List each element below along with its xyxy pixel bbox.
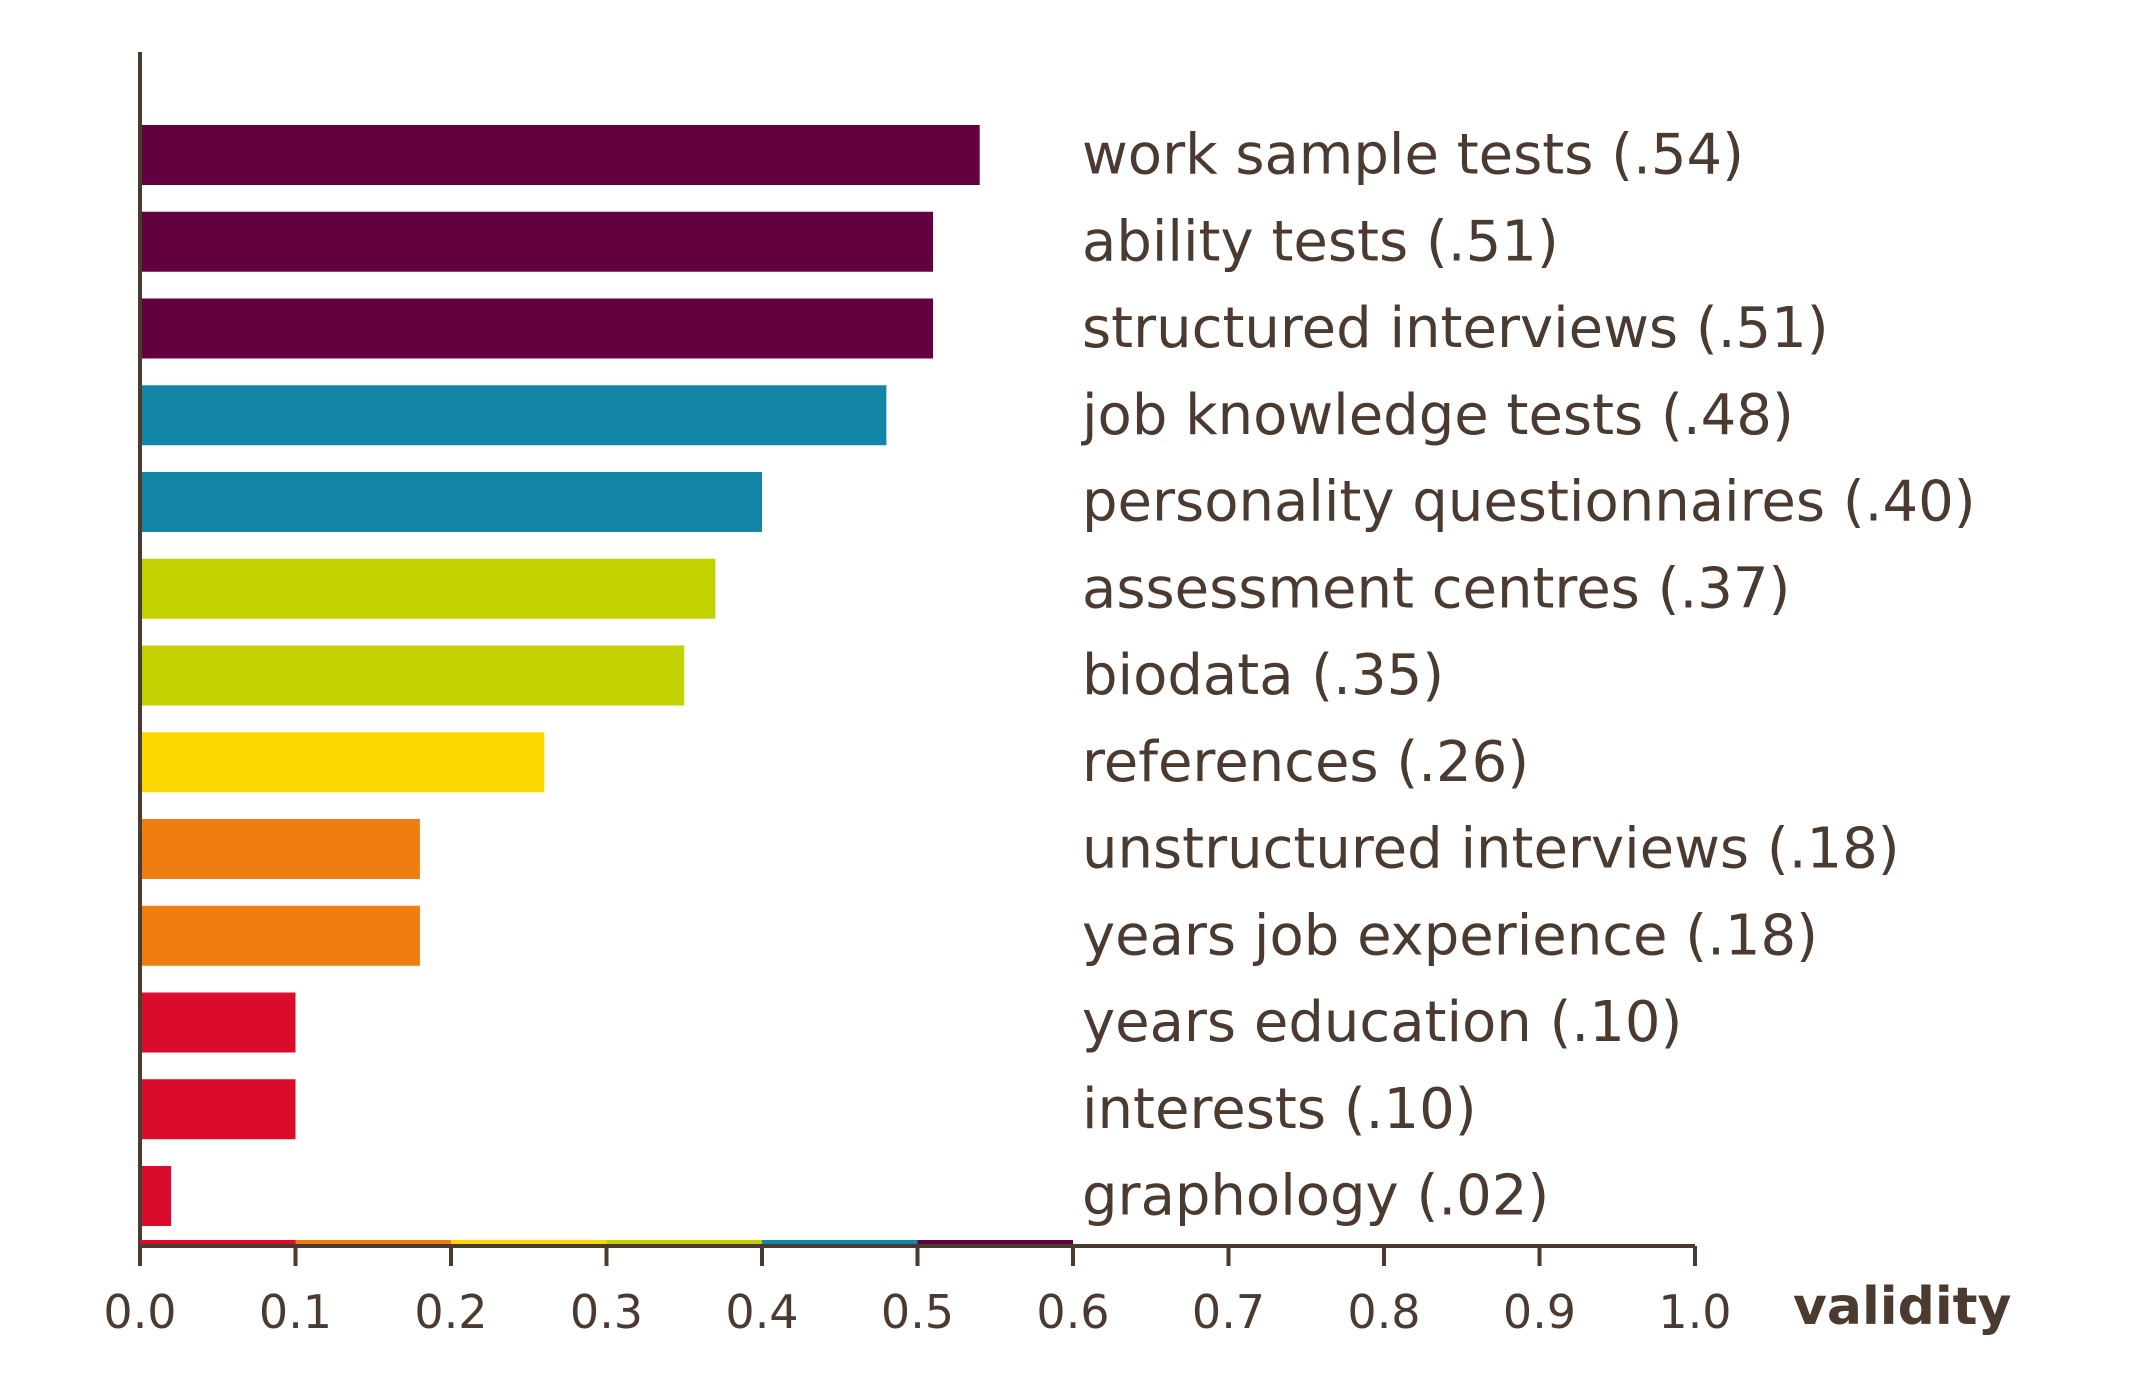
- bar: [140, 558, 716, 619]
- bar: [140, 472, 762, 532]
- category-label: graphology (.02): [1082, 1164, 1549, 1229]
- category-label: unstructured interviews (.18): [1082, 817, 1900, 882]
- x-tick-label: 0.3: [570, 1285, 643, 1339]
- category-label: structured interviews (.51): [1082, 296, 1829, 361]
- category-label: assessment centres (.37): [1082, 556, 1790, 621]
- x-tick-label: 0.2: [414, 1285, 487, 1339]
- x-tick-label: 1.0: [1658, 1285, 1731, 1339]
- x-tick-label: 0.8: [1347, 1285, 1420, 1339]
- category-label: personality questionnaires (.40): [1082, 470, 1976, 535]
- x-tick-label: 0.0: [103, 1285, 176, 1339]
- x-axis-title: validity: [1793, 1277, 2011, 1337]
- x-tick-label: 0.1: [259, 1285, 332, 1339]
- x-tick-label: 0.7: [1192, 1285, 1265, 1339]
- bar: [140, 1079, 296, 1140]
- category-label: interests (.10): [1082, 1077, 1477, 1142]
- category-label: years education (.10): [1082, 990, 1682, 1055]
- category-label: years job experience (.18): [1082, 903, 1818, 968]
- bar: [140, 905, 420, 966]
- axis-color-band: [451, 1240, 607, 1246]
- axis-color-band: [762, 1240, 918, 1246]
- bars-group: [140, 125, 980, 1226]
- category-label: work sample tests (.54): [1082, 123, 1744, 188]
- axis-color-band: [917, 1240, 1073, 1246]
- x-tick-label: 0.9: [1503, 1285, 1576, 1339]
- bar: [140, 298, 934, 359]
- bar: [140, 1166, 172, 1226]
- category-label: biodata (.35): [1082, 643, 1444, 708]
- x-tick-label: 0.5: [881, 1285, 954, 1339]
- x-axis: 0.0 0.1 0.2 0.3 0.4 0.5 0.6 0.7 0.8 0.9 1.0: [103, 52, 1732, 1339]
- category-label: references (.26): [1082, 730, 1529, 795]
- bar: [140, 211, 934, 272]
- category-label: job knowledge tests (.48): [1080, 383, 1794, 448]
- category-labels-group: work sample tests (.54) ability tests (.5…: [1080, 123, 1976, 1229]
- axis-color-band: [606, 1240, 762, 1246]
- category-label: ability tests (.51): [1082, 209, 1559, 274]
- bar: [140, 992, 296, 1053]
- x-tick-label: 0.6: [1036, 1285, 1109, 1339]
- x-tick-label: 0.4: [725, 1285, 798, 1339]
- axis-color-band: [295, 1240, 451, 1246]
- bar: [140, 645, 685, 706]
- axis-color-band: [140, 1240, 296, 1246]
- bar: [140, 125, 980, 185]
- bar: [140, 732, 545, 793]
- bar: [140, 819, 420, 879]
- bar: [140, 385, 887, 446]
